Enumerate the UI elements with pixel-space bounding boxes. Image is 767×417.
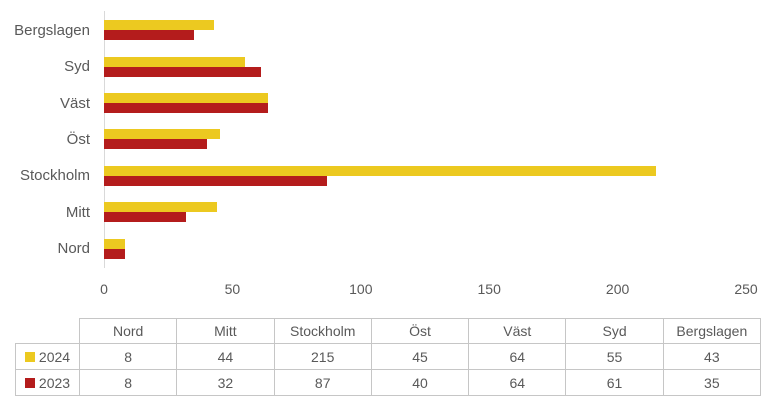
bar-2023-öst [104, 139, 207, 150]
chart-category-row-stockholm: Stockholm [0, 158, 746, 194]
bar-group-bergslagen [104, 12, 746, 48]
table-value-2024-väst: 64 [468, 343, 567, 370]
x-tick-label-200: 200 [605, 281, 630, 297]
category-label-nord: Nord [57, 240, 90, 258]
bar-group-nord [104, 231, 746, 267]
table-col-header-väst: Väst [468, 318, 567, 344]
bar-2023-väst [104, 103, 269, 114]
series-name-2023: 2023 [38, 374, 71, 391]
bar-2024-syd [104, 56, 246, 67]
table-value-2023-öst: 40 [370, 369, 470, 396]
chart-category-row-mitt: Mitt [0, 194, 746, 230]
category-label-syd: Syd [64, 58, 90, 76]
bar-2024-stockholm [104, 165, 657, 176]
table-header-row: Nord Mitt Stockholm Öst Väst Syd Bergslagen [16, 318, 762, 344]
table-value-2024-bergslagen: 43 [662, 343, 762, 370]
table-corner-cell [16, 319, 80, 344]
x-tick-label-50: 50 [224, 281, 241, 297]
bar-2023-nord [104, 248, 125, 259]
bar-group-öst [104, 121, 746, 157]
category-label-mitt: Mitt [65, 203, 90, 221]
x-tick-label-150: 150 [477, 281, 501, 297]
bar-2024-bergslagen [104, 20, 215, 31]
bar-group-syd [104, 48, 746, 84]
table-value-2024-stockholm: 215 [273, 343, 372, 370]
bar-2023-bergslagen [104, 30, 194, 41]
bar-group-stockholm [104, 158, 746, 194]
table-value-2023-syd: 61 [565, 369, 664, 396]
table-col-header-öst: Öst [370, 318, 470, 344]
bar-group-väst [104, 85, 746, 121]
table-row-2023: 2023 8 32 87 40 64 61 35 [15, 369, 762, 396]
legend-key-2023: 2023 [15, 369, 80, 396]
bar-2024-mitt [104, 202, 217, 213]
bar-2024-väst [104, 93, 269, 104]
chart-category-row-nord: Nord [0, 231, 746, 267]
table-value-2023-stockholm: 87 [273, 369, 372, 396]
legend-key-2024: 2024 [15, 343, 80, 370]
table-row-2024: 2024 8 44 215 45 64 55 43 [15, 343, 762, 370]
table-col-header-bergslagen: Bergslagen [662, 318, 762, 344]
x-tick-label-250: 250 [734, 281, 758, 297]
bar-2024-öst [104, 129, 220, 140]
table-col-header-stockholm: Stockholm [273, 318, 372, 344]
category-label-bergslagen: Bergslagen [14, 21, 90, 39]
x-axis-ticks: 0 50 100 150 200 250 [100, 281, 758, 299]
table-col-header-nord: Nord [78, 318, 178, 344]
table-value-2024-nord: 8 [78, 343, 178, 370]
category-label-stockholm: Stockholm [19, 167, 90, 185]
table-col-header-syd: Syd [565, 318, 664, 344]
data-table: Nord Mitt Stockholm Öst Väst Syd Bergslagen 20… [15, 318, 762, 396]
bar-2023-stockholm [104, 175, 328, 186]
table-value-2023-bergslagen: 35 [662, 369, 762, 396]
table-value-2024-syd: 55 [565, 343, 664, 370]
bar-group-mitt [104, 194, 746, 230]
series-name-2024: 2024 [38, 348, 71, 365]
chart-category-row-syd: Syd [0, 48, 746, 84]
table-value-2024-mitt: 44 [176, 343, 275, 370]
table-col-header-mitt: Mitt [176, 318, 275, 344]
x-tick-label-0: 0 [100, 281, 108, 297]
bar-2023-mitt [104, 212, 187, 223]
category-label-öst: Öst [66, 130, 90, 148]
chart-category-row-bergslagen: Bergslagen [0, 12, 746, 48]
legend-swatch-2024 [24, 351, 35, 362]
bar-2024-nord [104, 238, 125, 249]
table-value-2024-öst: 45 [370, 343, 470, 370]
plot-area: Bergslagen Syd Väst Öst Stockholm Mitt Nord [0, 12, 746, 267]
table-value-2023-mitt: 32 [176, 369, 275, 396]
legend-swatch-2023 [24, 377, 35, 388]
category-label-väst: Väst [59, 94, 90, 112]
table-value-2023-nord: 8 [78, 369, 178, 396]
x-tick-label-100: 100 [349, 281, 373, 297]
chart-category-row-öst: Öst [0, 121, 746, 157]
chart-category-row-väst: Väst [0, 85, 746, 121]
table-value-2023-väst: 64 [468, 369, 567, 396]
bar-2023-syd [104, 66, 261, 77]
